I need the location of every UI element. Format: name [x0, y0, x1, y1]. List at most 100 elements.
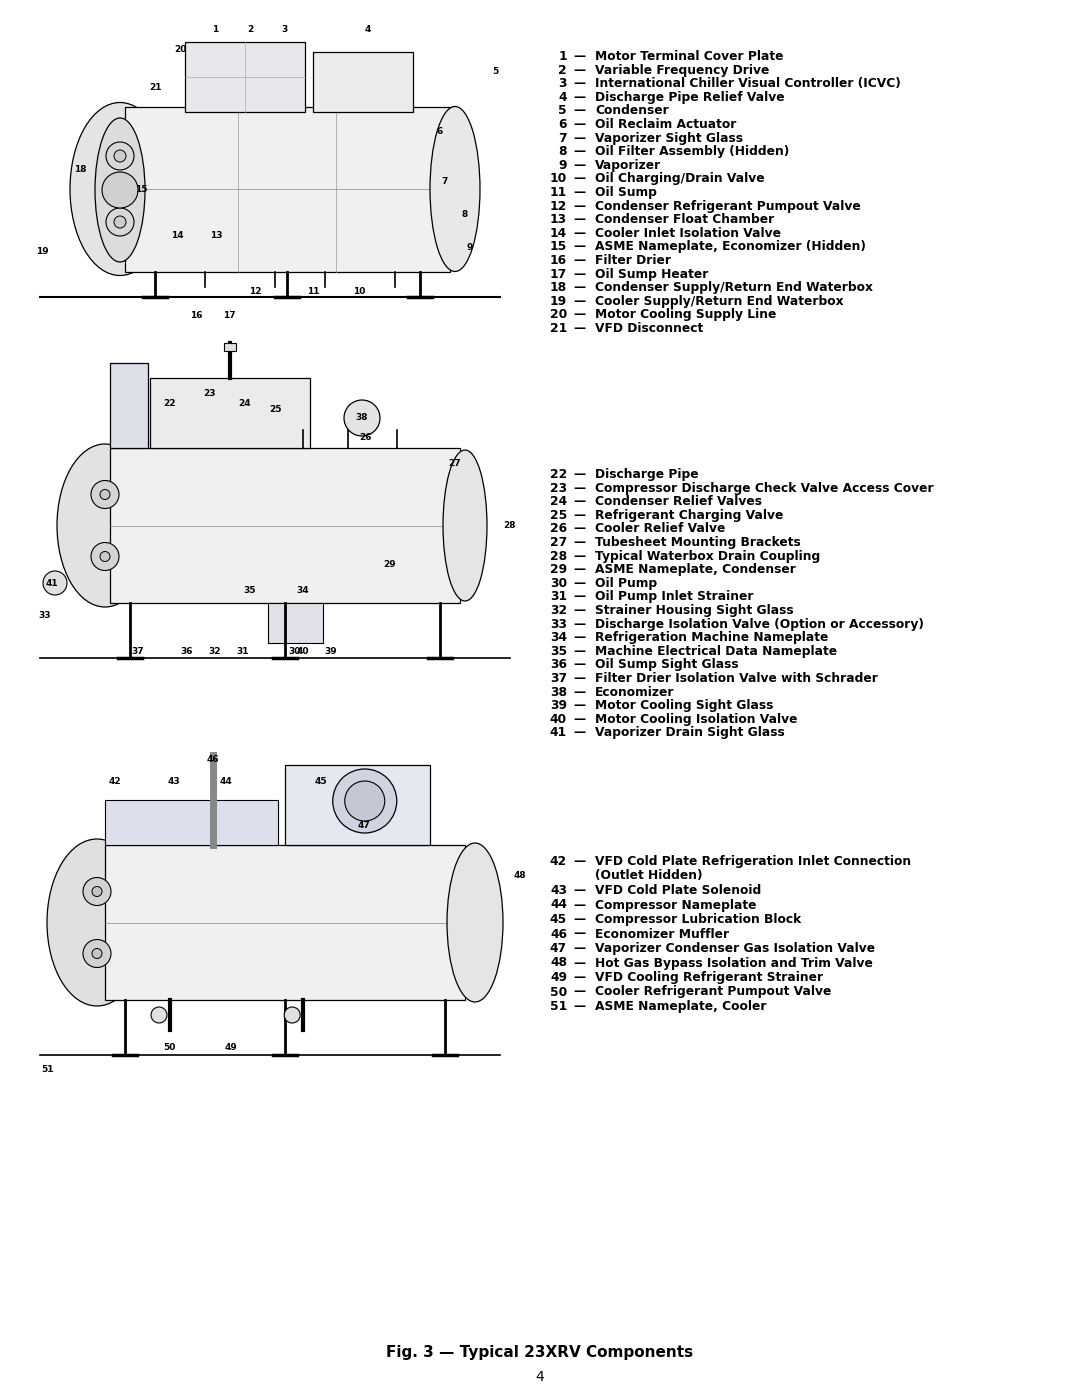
Text: 4: 4 [536, 1370, 544, 1384]
Text: Discharge Isolation Valve (Option or Accessory): Discharge Isolation Valve (Option or Acc… [595, 617, 923, 630]
Text: 15: 15 [550, 240, 567, 253]
Text: 37: 37 [550, 672, 567, 685]
Text: 49: 49 [550, 971, 567, 983]
Text: 3: 3 [282, 25, 288, 35]
Text: —: — [573, 549, 585, 563]
Text: —: — [573, 105, 585, 117]
Text: 38: 38 [355, 414, 368, 422]
Circle shape [83, 940, 111, 968]
Text: Condenser Refrigerant Pumpout Valve: Condenser Refrigerant Pumpout Valve [595, 200, 861, 212]
Text: Cooler Refrigerant Pumpout Valve: Cooler Refrigerant Pumpout Valve [595, 985, 832, 999]
Text: Oil Filter Assembly (Hidden): Oil Filter Assembly (Hidden) [595, 145, 789, 158]
Text: 34: 34 [296, 587, 309, 595]
Text: Compressor Lubrication Block: Compressor Lubrication Block [595, 914, 801, 926]
Text: —: — [573, 145, 585, 158]
Text: ASME Nameplate, Economizer (Hidden): ASME Nameplate, Economizer (Hidden) [595, 240, 866, 253]
Text: 23: 23 [204, 388, 216, 398]
Text: 42: 42 [109, 778, 121, 787]
Text: —: — [573, 64, 585, 77]
Text: 29: 29 [550, 563, 567, 576]
Text: ASME Nameplate, Cooler: ASME Nameplate, Cooler [595, 1000, 767, 1013]
Text: Compressor Nameplate: Compressor Nameplate [595, 898, 756, 911]
Text: 46: 46 [550, 928, 567, 940]
Text: 33: 33 [550, 617, 567, 630]
Text: —: — [573, 226, 585, 240]
Circle shape [345, 400, 380, 436]
Circle shape [106, 208, 134, 236]
Text: 9: 9 [467, 243, 473, 251]
Circle shape [92, 949, 102, 958]
Text: —: — [573, 884, 585, 897]
Text: Discharge Pipe Relief Valve: Discharge Pipe Relief Valve [595, 91, 785, 103]
Circle shape [114, 149, 126, 162]
Text: 48: 48 [550, 957, 567, 970]
Bar [185, 42, 305, 112]
Text: 50: 50 [163, 1042, 176, 1052]
Text: 44: 44 [550, 898, 567, 911]
Text: —: — [573, 645, 585, 658]
Text: 5: 5 [491, 67, 498, 77]
Text: 25: 25 [550, 509, 567, 522]
Text: 2: 2 [247, 25, 253, 35]
Text: 50: 50 [550, 985, 567, 999]
Text: 31: 31 [550, 591, 567, 604]
Text: —: — [573, 686, 585, 698]
Text: 20: 20 [550, 309, 567, 321]
Text: 35: 35 [550, 645, 567, 658]
Text: 10: 10 [550, 172, 567, 186]
Text: Condenser Float Chamber: Condenser Float Chamber [595, 214, 774, 226]
Text: 14: 14 [171, 231, 184, 240]
Text: 20: 20 [174, 46, 186, 54]
Text: 41: 41 [550, 726, 567, 739]
Text: —: — [573, 214, 585, 226]
Text: Vaporizer Condenser Gas Isolation Valve: Vaporizer Condenser Gas Isolation Valve [595, 942, 875, 956]
Text: 2: 2 [558, 64, 567, 77]
Text: 14: 14 [550, 226, 567, 240]
Text: —: — [573, 159, 585, 172]
Text: 40: 40 [296, 647, 309, 655]
Circle shape [284, 1007, 300, 1023]
Text: —: — [573, 186, 585, 198]
Text: Filter Drier: Filter Drier [595, 254, 671, 267]
Ellipse shape [430, 106, 480, 271]
Text: 45: 45 [315, 778, 327, 787]
Circle shape [83, 877, 111, 905]
Text: 39: 39 [550, 700, 567, 712]
Text: —: — [573, 898, 585, 911]
Bar [105, 845, 465, 1000]
Text: 10: 10 [353, 288, 365, 296]
Text: 21: 21 [550, 321, 567, 335]
Circle shape [345, 781, 384, 821]
Text: Condenser Relief Valves: Condenser Relief Valves [595, 495, 762, 509]
Text: 6: 6 [558, 117, 567, 131]
Text: 12: 12 [248, 288, 261, 296]
Text: —: — [573, 928, 585, 940]
Text: —: — [573, 495, 585, 509]
Text: —: — [573, 604, 585, 617]
Text: 30: 30 [288, 647, 300, 655]
Circle shape [43, 571, 67, 595]
Text: 7: 7 [442, 177, 448, 186]
Text: 29: 29 [383, 560, 396, 569]
Text: Strainer Housing Sight Glass: Strainer Housing Sight Glass [595, 604, 794, 617]
Text: —: — [573, 509, 585, 522]
Text: —: — [573, 77, 585, 91]
Circle shape [91, 481, 119, 509]
Text: 1: 1 [212, 25, 218, 35]
Text: (Outlet Hidden): (Outlet Hidden) [595, 869, 702, 883]
Text: 18: 18 [73, 165, 86, 173]
Text: 24: 24 [550, 495, 567, 509]
Text: 13: 13 [210, 231, 222, 240]
Text: —: — [573, 1000, 585, 1013]
Circle shape [100, 489, 110, 500]
Text: 48: 48 [514, 872, 526, 880]
Text: 34: 34 [550, 631, 567, 644]
Text: VFD Cold Plate Solenoid: VFD Cold Plate Solenoid [595, 884, 761, 897]
Text: —: — [573, 50, 585, 63]
Text: 26: 26 [359, 433, 372, 443]
Text: 3: 3 [558, 77, 567, 91]
Text: 43: 43 [167, 778, 180, 787]
Text: Motor Terminal Cover Plate: Motor Terminal Cover Plate [595, 50, 783, 63]
Text: —: — [573, 117, 585, 131]
Text: 9: 9 [558, 159, 567, 172]
